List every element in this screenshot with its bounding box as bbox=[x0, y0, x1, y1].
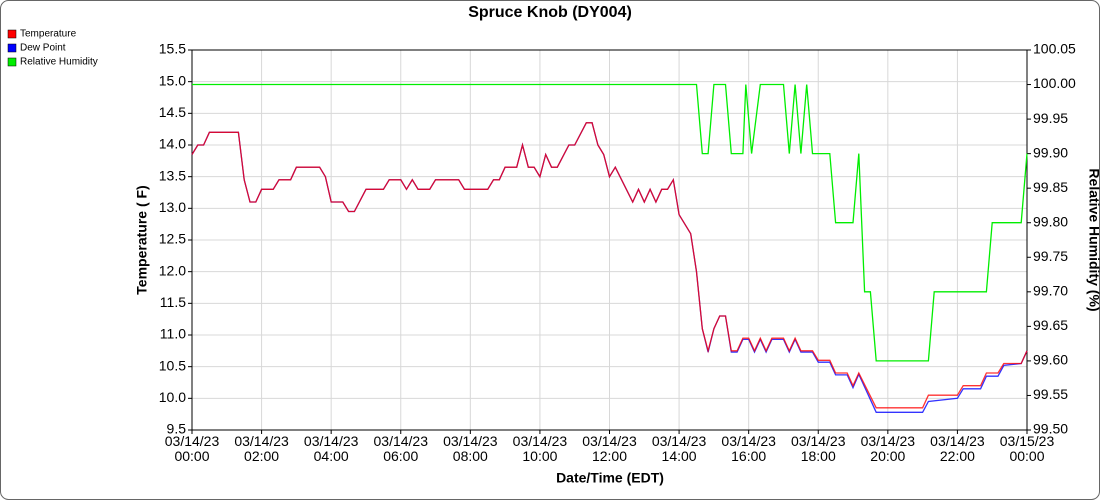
legend-swatch bbox=[7, 43, 17, 53]
legend-label: Dew Point bbox=[20, 43, 66, 54]
series-line bbox=[191, 122, 1028, 409]
x-tick-label: 03/14/23 02:00 bbox=[234, 433, 289, 464]
x-tick-label: 03/14/23 04:00 bbox=[303, 433, 359, 464]
x-tick-label: 03/14/23 06:00 bbox=[373, 433, 429, 464]
y2-tick-label: 99.55 bbox=[1033, 386, 1068, 402]
x-tick-label: 03/14/23 08:00 bbox=[443, 433, 498, 464]
y-tick-label: 9.5 bbox=[167, 421, 187, 437]
y-tick-label: 13.5 bbox=[159, 167, 186, 183]
y-tick-label: 10.0 bbox=[159, 389, 186, 405]
y-tick-label: 14.0 bbox=[159, 136, 186, 152]
plot-border bbox=[191, 49, 1028, 431]
y-tick-label: 14.5 bbox=[159, 104, 186, 120]
y-tick-label: 11.0 bbox=[160, 326, 186, 342]
chart-title: Spruce Knob (DY004) bbox=[468, 4, 632, 21]
y2-tick-label: 99.50 bbox=[1033, 421, 1068, 437]
y2-tick-label: 99.80 bbox=[1033, 213, 1068, 229]
x-tick-label: 03/15/23 00:00 bbox=[999, 433, 1055, 464]
legend-swatch bbox=[7, 57, 17, 67]
y-tick-label: 12.0 bbox=[159, 262, 186, 278]
legend-label: Relative Humidity bbox=[20, 57, 98, 68]
x-tick-label: 03/14/23 22:00 bbox=[930, 433, 985, 464]
y2-tick-label: 99.95 bbox=[1033, 110, 1068, 126]
x-tick-label: 03/14/23 18:00 bbox=[791, 433, 846, 464]
series-line bbox=[192, 83, 1028, 362]
x-tick-label: 03/14/23 16:00 bbox=[721, 433, 776, 464]
y2-tick-label: 99.85 bbox=[1033, 179, 1068, 195]
y-tick-label: 15.5 bbox=[159, 41, 186, 57]
x-tick-label: 03/14/23 00:00 bbox=[164, 433, 220, 464]
y2-tick-label: 99.70 bbox=[1033, 283, 1068, 299]
y2-tick-label: 100.00 bbox=[1033, 75, 1076, 91]
x-tick-label: 03/14/23 10:00 bbox=[512, 433, 568, 464]
y2-tick-label: 99.60 bbox=[1033, 352, 1068, 368]
x-tick-label: 03/14/23 12:00 bbox=[582, 433, 637, 464]
y2-tick-label: 100.05 bbox=[1033, 41, 1076, 57]
y-axis-label: Temperature ( F) bbox=[134, 185, 150, 294]
y-tick-label: 13.0 bbox=[159, 199, 186, 215]
y-tick-label: 11.5 bbox=[160, 294, 186, 310]
y2-tick-label: 99.75 bbox=[1033, 248, 1068, 264]
legend-swatch bbox=[7, 29, 17, 39]
x-tick-label: 03/14/23 20:00 bbox=[860, 433, 916, 464]
y-tick-label: 15.0 bbox=[159, 72, 186, 88]
y2-tick-label: 99.90 bbox=[1033, 144, 1068, 160]
y-tick-label: 12.5 bbox=[159, 231, 186, 247]
x-axis-label: Date/Time (EDT) bbox=[556, 470, 664, 486]
legend-label: Temperature bbox=[20, 29, 77, 40]
y-tick-label: 10.5 bbox=[159, 357, 186, 373]
y2-axis-label: Relative Humidity (%) bbox=[1086, 168, 1100, 311]
y2-tick-label: 99.65 bbox=[1033, 317, 1068, 333]
x-tick-label: 03/14/23 14:00 bbox=[651, 433, 707, 464]
